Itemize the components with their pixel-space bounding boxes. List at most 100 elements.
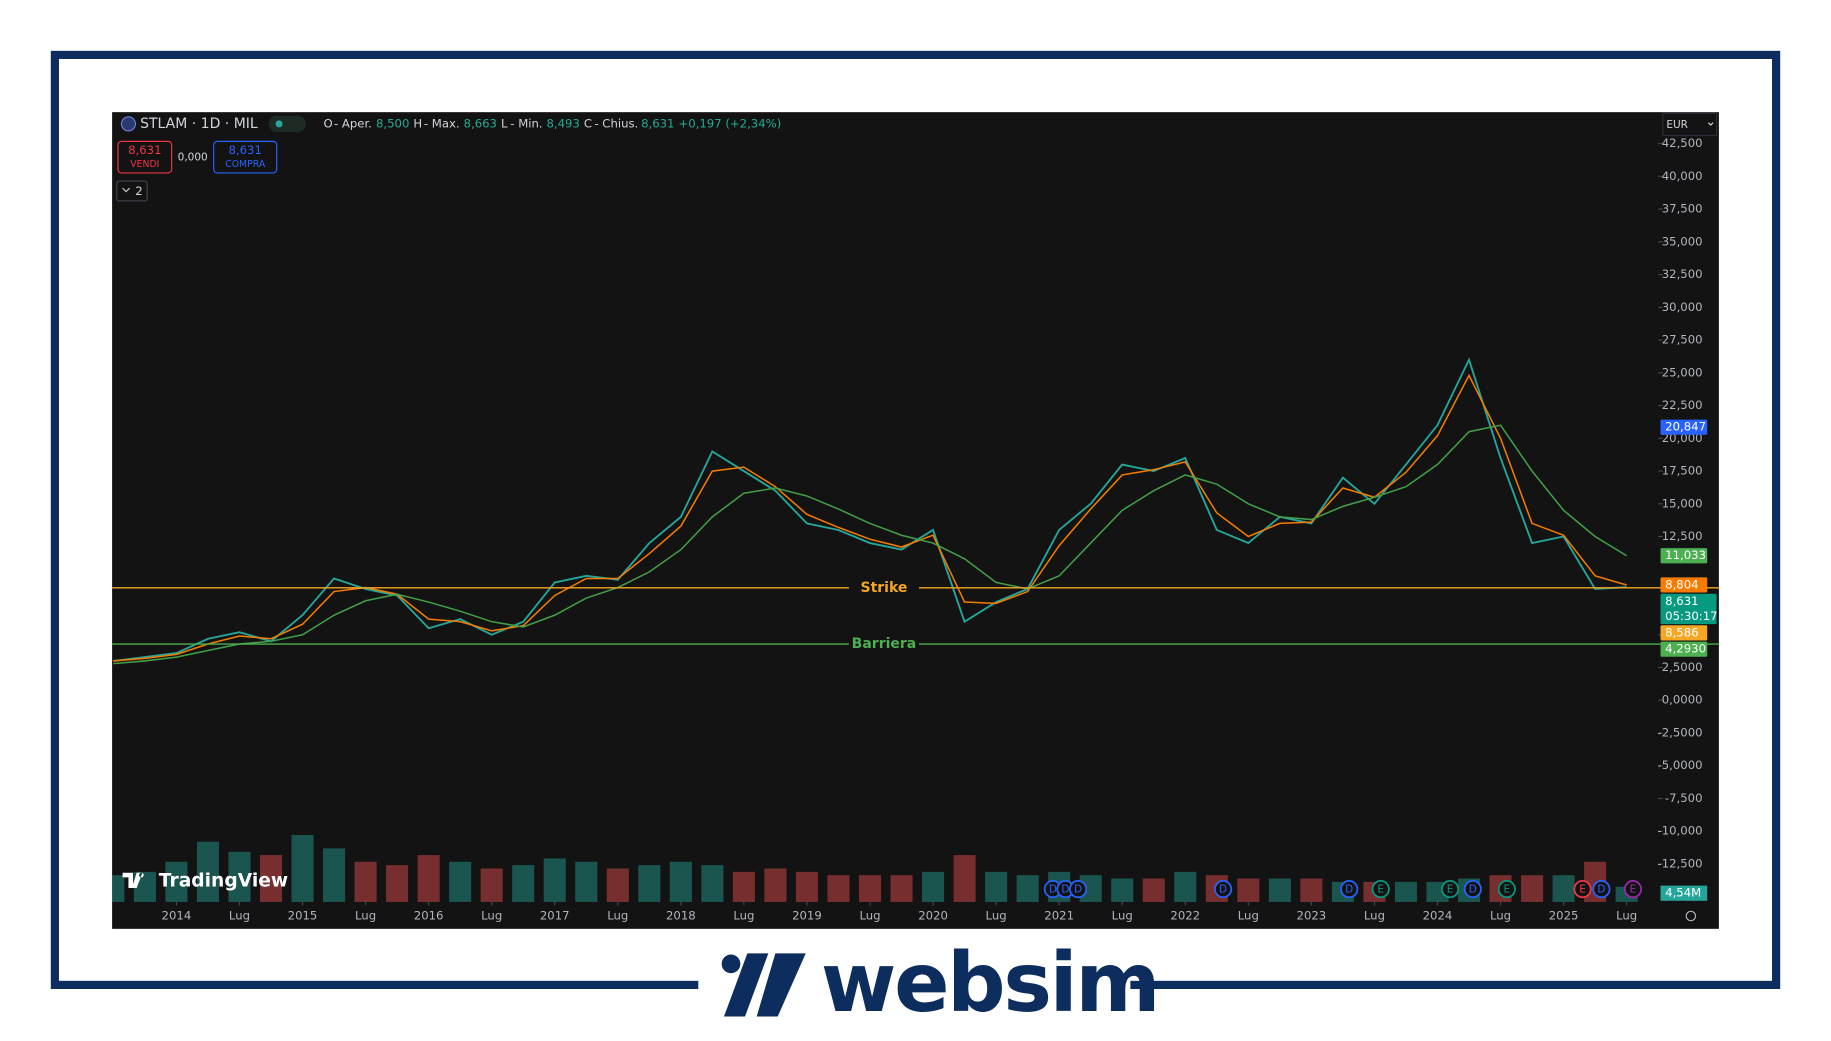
volume-bar	[922, 871, 945, 902]
currency-select[interactable]	[1662, 112, 1718, 137]
settings-icon[interactable]	[1685, 910, 1697, 922]
low-key: L	[501, 116, 508, 130]
chart-background	[112, 112, 1719, 929]
indicators-toggle[interactable]	[116, 180, 148, 202]
event-marker	[1623, 880, 1643, 899]
event-label: E	[1377, 884, 1384, 896]
volume-tag	[1660, 885, 1708, 901]
y-tick-label: 15,000	[1662, 496, 1703, 510]
footer-brand: websim	[821, 936, 1158, 1031]
volume-bar	[953, 855, 976, 902]
event-marker	[1573, 880, 1592, 899]
y-tick-label: 22,500	[1662, 398, 1703, 412]
spread: 0,000	[178, 152, 208, 164]
y-tick-label: 17,500	[1662, 464, 1703, 478]
x-tick-label: Lug	[733, 908, 754, 922]
y-tick-label: -7,500	[1665, 791, 1703, 805]
volume-bar	[512, 865, 535, 902]
price-tag	[1660, 641, 1708, 657]
x-tick-label: 2025	[1549, 908, 1579, 922]
y-tick-label: -12,500	[1657, 856, 1702, 870]
chevron	[122, 187, 131, 193]
y-tick-label: 0,0000	[1662, 693, 1703, 707]
brand: TradingView	[159, 870, 288, 891]
level-label: Strike	[861, 580, 908, 596]
y-tick-label: -10,000	[1657, 824, 1702, 838]
volume-bar	[417, 855, 440, 902]
x-tick-label: Lug	[1238, 908, 1259, 922]
x-tick-label: Lug	[986, 908, 1007, 922]
x-tick-label: Lug	[607, 908, 628, 922]
sell-button[interactable]	[117, 140, 173, 174]
price-tag	[1660, 625, 1708, 641]
volume-tag-label: 4,54M	[1665, 886, 1701, 900]
x-tick-label: 2020	[918, 908, 948, 922]
volume-bar	[354, 861, 377, 902]
x-tick-label: 2019	[792, 908, 822, 922]
event-label: D	[1345, 884, 1353, 896]
event-label: D	[1074, 884, 1082, 896]
x-tick-label: Lug	[355, 908, 376, 922]
event-marker	[1592, 880, 1611, 899]
event-label: E	[1447, 884, 1454, 896]
volume-bar	[764, 868, 787, 902]
volume-bar	[669, 861, 692, 902]
event-marker	[1371, 880, 1390, 899]
buy-price: 8,631	[229, 143, 262, 157]
event-marker	[1214, 880, 1233, 899]
y-tick-label: 37,500	[1662, 202, 1703, 216]
volume-bar	[795, 871, 818, 902]
volume-bar	[1174, 871, 1197, 902]
sell-price: 8,631	[128, 143, 161, 157]
logo-mark	[723, 953, 806, 1017]
volume-bar	[732, 871, 755, 902]
level-label-bg	[848, 578, 920, 598]
y-tick-label: -5,0000	[1657, 758, 1702, 772]
volume-bar	[1268, 878, 1291, 902]
event-marker	[1463, 880, 1482, 899]
event-marker	[1340, 880, 1359, 899]
y-tick-label: 35,000	[1662, 234, 1703, 248]
x-tick-label: Lug	[1490, 908, 1511, 922]
price-tag	[1660, 548, 1708, 564]
event-marker	[1069, 880, 1088, 899]
x-tick-label: 2017	[540, 908, 570, 922]
x-tick-label: 2021	[1044, 908, 1074, 922]
close-key: C	[584, 116, 592, 130]
series-line	[113, 357, 1627, 662]
buy-button[interactable]	[213, 140, 278, 174]
y-tick-label: -2,5000	[1657, 726, 1702, 740]
volume-bar	[827, 875, 850, 902]
chevron	[1707, 122, 1714, 126]
price-tag-label: 8,586	[1665, 625, 1698, 639]
price-tag	[1660, 577, 1708, 593]
volume-bar	[165, 861, 188, 902]
price-tag	[1660, 593, 1717, 625]
high-value: 8,663	[464, 116, 497, 130]
status-badge	[268, 115, 306, 133]
volume-bar	[1552, 875, 1575, 902]
volume-bar	[858, 875, 882, 902]
x-tick-label: Lug	[1616, 908, 1637, 922]
volume-bar	[1300, 878, 1323, 902]
volume-bar	[228, 851, 251, 902]
volume-bar	[1394, 881, 1417, 902]
x-tick-label: 2024	[1423, 908, 1453, 922]
low-name: - Min.	[510, 116, 542, 130]
volume-bar	[543, 858, 566, 902]
change: +0,197 (+2,34%)	[678, 116, 781, 130]
volume-bar	[386, 865, 409, 902]
event-marker	[1441, 880, 1460, 899]
chart: Strike Barriera 2014 Lug 2015 Lug 2016 Lug 2017 L…	[112, 136, 1719, 922]
x-tick-label: 2016	[414, 908, 444, 922]
price-tag	[1660, 419, 1708, 435]
y-tick-label: 32,500	[1662, 267, 1703, 281]
price-tag-sublabel: 05:30:17	[1665, 609, 1717, 623]
symbol-icon	[120, 116, 137, 132]
currency: EUR	[1666, 119, 1688, 131]
open-key: O	[323, 116, 332, 130]
y-tick-label: 25,000	[1662, 365, 1703, 379]
volume-bar	[985, 871, 1008, 902]
x-tick-label: 2014	[162, 908, 192, 922]
